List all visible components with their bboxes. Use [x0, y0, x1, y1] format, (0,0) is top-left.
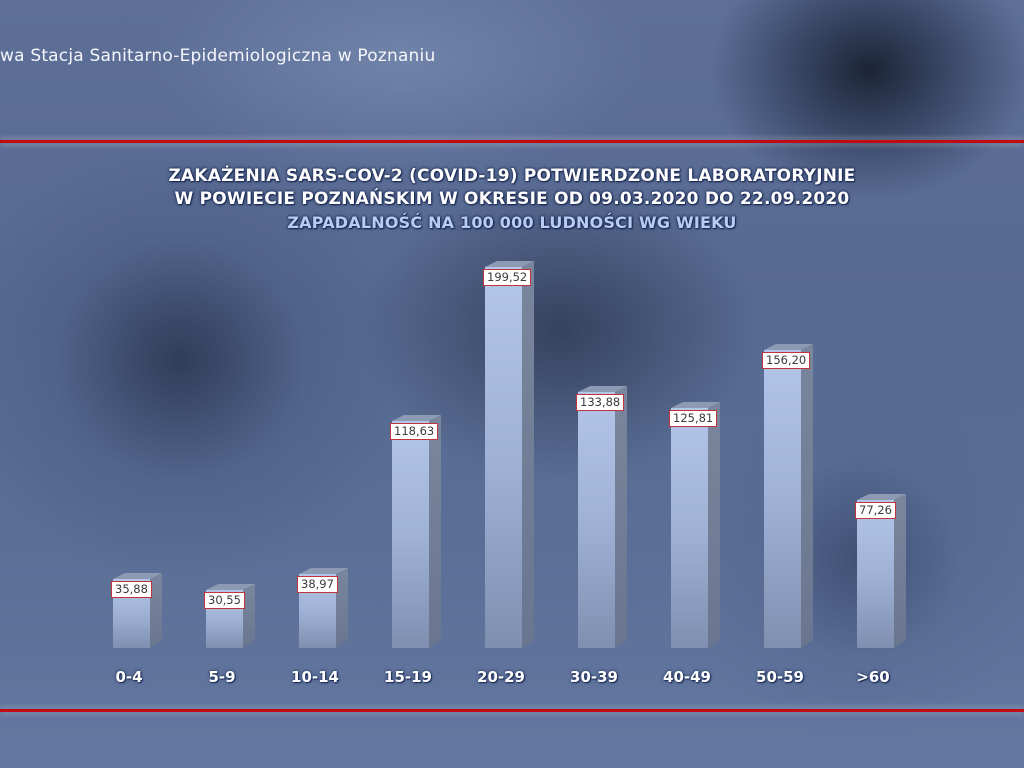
bar-front-face — [392, 421, 429, 648]
category-label: 10-14 — [291, 668, 339, 686]
bar-side-face — [801, 344, 813, 648]
bar-front-face — [764, 350, 801, 648]
bar-top-face — [578, 386, 627, 392]
bar-top-face — [671, 402, 720, 408]
value-label: 35,88 — [111, 581, 152, 598]
bar-top-face — [764, 344, 813, 350]
bar-top-face — [206, 584, 255, 590]
value-label: 30,55 — [204, 592, 245, 609]
category-label: 40-49 — [663, 668, 711, 686]
institution-header: wa Stacja Sanitarno-Epidemiologiczna w P… — [0, 46, 436, 66]
bar-front-face — [671, 408, 708, 648]
bar-top-face — [485, 261, 534, 267]
bar-side-face — [522, 261, 534, 648]
category-label: >60 — [856, 668, 890, 686]
value-label: 38,97 — [297, 576, 338, 593]
bar-side-face — [708, 402, 720, 648]
bar-side-face — [429, 415, 441, 648]
top-divider — [0, 140, 1024, 143]
bar-front-face — [485, 267, 522, 648]
value-label: 156,20 — [762, 352, 811, 369]
bar-side-face — [336, 568, 348, 648]
bar-top-face — [857, 494, 906, 500]
value-label: 133,88 — [576, 394, 625, 411]
bar-side-face — [894, 494, 906, 648]
bar-front-face — [857, 500, 894, 648]
chart-title: ZAKAŻENIA SARS-COV-2 (COVID-19) POTWIERD… — [168, 166, 856, 186]
bar-top-face — [299, 568, 348, 574]
chart-title-line2: W POWIECIE POZNAŃSKIM W OKRESIE OD 09.03… — [174, 189, 850, 209]
bar-5 — [578, 386, 627, 648]
value-label: 118,63 — [390, 423, 439, 440]
bar-6 — [671, 402, 720, 648]
category-label: 50-59 — [756, 668, 804, 686]
category-label: 5-9 — [208, 668, 236, 686]
value-label: 199,52 — [483, 269, 532, 286]
category-label: 20-29 — [477, 668, 525, 686]
category-label: 15-19 — [384, 668, 432, 686]
value-label: 125,81 — [669, 410, 718, 427]
value-label: 77,26 — [855, 502, 896, 519]
bar-3 — [392, 415, 441, 648]
category-label: 0-4 — [115, 668, 143, 686]
bar-8 — [857, 494, 906, 648]
bar-side-face — [243, 584, 255, 648]
bar-side-face — [615, 386, 627, 648]
chart-subtitle: ZAPADALNOŚĆ NA 100 000 LUDNOŚCI WG WIEKU — [287, 213, 737, 232]
bottom-divider — [0, 709, 1024, 712]
bar-7 — [764, 344, 813, 648]
bar-front-face — [578, 392, 615, 648]
bar-4 — [485, 261, 534, 648]
bar-top-face — [113, 573, 162, 579]
bar-side-face — [150, 573, 162, 648]
bar-top-face — [392, 415, 441, 421]
category-label: 30-39 — [570, 668, 618, 686]
